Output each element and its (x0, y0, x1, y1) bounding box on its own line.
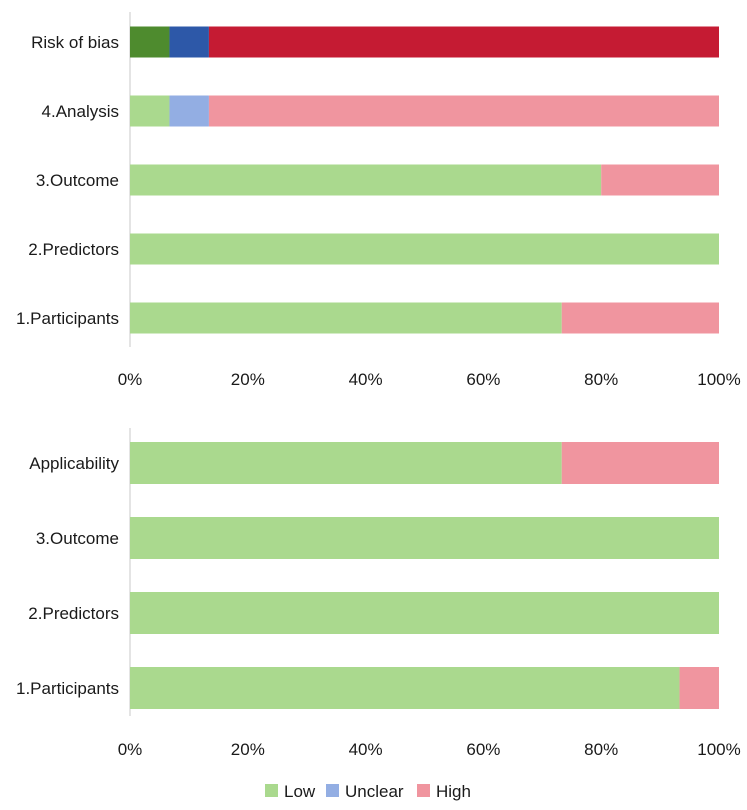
category-label-risk-of-bias: Risk of bias (31, 33, 119, 52)
x-tick-label-0: 0% (118, 370, 143, 389)
bar-3-outcome-high (601, 164, 719, 196)
bar-2-predictors-low (130, 233, 719, 265)
bar-risk-of-bias-low (130, 26, 170, 58)
x-tick-label-20: 20% (231, 370, 265, 389)
bar-1-participants-low (130, 667, 680, 709)
bar-4-analysis-low (130, 95, 170, 127)
bar-risk-of-bias-high (208, 26, 719, 58)
x-tick-label-80: 80% (584, 370, 618, 389)
legend-label-unclear: Unclear (345, 782, 404, 801)
bar-3-outcome-low (130, 517, 719, 559)
legend-swatch-low (265, 784, 278, 797)
legend-label-high: High (436, 782, 471, 801)
bar-risk-of-bias-unclear (169, 26, 209, 58)
x-tick-label-60: 60% (466, 740, 500, 759)
x-tick-label-20: 20% (231, 740, 265, 759)
category-label-4-analysis: 4.Analysis (42, 102, 119, 121)
legend-label-low: Low (284, 782, 316, 801)
x-tick-label-0: 0% (118, 740, 143, 759)
bar-1-participants-high (561, 302, 719, 334)
category-label-3-outcome: 3.Outcome (36, 171, 119, 190)
bar-4-analysis-high (208, 95, 719, 127)
bar-1-participants-high (679, 667, 719, 709)
bar-3-outcome-low (130, 164, 602, 196)
category-label-1-participants: 1.Participants (16, 309, 119, 328)
applicability-panel: Applicability 3.Outcome 2.Predictors 1.Part… (16, 428, 741, 759)
risk-of-bias-panel: Risk of bias 4.Analysis 3.Outcome 2.Predict… (16, 12, 741, 389)
bar-2-predictors-low (130, 592, 719, 634)
x-tick-label-100: 100% (697, 740, 740, 759)
legend-swatch-high (417, 784, 430, 797)
bar-applicability-high (561, 442, 719, 484)
category-label-2-predictors: 2.Predictors (28, 604, 119, 623)
category-label-applicability: Applicability (29, 454, 119, 473)
x-tick-label-60: 60% (466, 370, 500, 389)
bar-1-participants-low (130, 302, 562, 334)
legend: Low Unclear High (265, 782, 471, 801)
legend-swatch-unclear (326, 784, 339, 797)
x-tick-label-40: 40% (349, 740, 383, 759)
x-tick-label-40: 40% (349, 370, 383, 389)
bar-4-analysis-unclear (169, 95, 209, 127)
bar-applicability-low (130, 442, 562, 484)
x-tick-label-100: 100% (697, 370, 740, 389)
category-label-1-participants: 1.Participants (16, 679, 119, 698)
category-label-3-outcome: 3.Outcome (36, 529, 119, 548)
category-label-2-predictors: 2.Predictors (28, 240, 119, 259)
x-tick-label-80: 80% (584, 740, 618, 759)
